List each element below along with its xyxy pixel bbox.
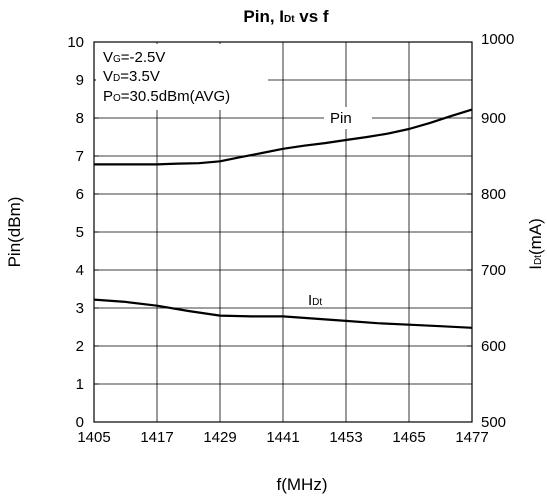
series-line-idt [93,298,473,329]
x-tick-label: 1477 [455,429,488,446]
data-series [93,108,473,329]
x-tick-label: 1441 [266,429,299,446]
x-tick-label: 1453 [329,429,362,446]
y-tick-label-left: 10 [67,34,84,51]
y-tick-label-left: 7 [76,148,84,165]
annotation-po: PO=30.5dBm(AVG) [103,88,230,105]
x-tick-label: 1405 [77,429,110,446]
y-tick-label-right: 900 [481,110,506,127]
tick-labels: 1405 1417 1429 1441 1453 1465 1477 0 1 2 3 4 5 6 7 8 9 10… [67,31,514,446]
annotation-vg: VG=-2.5V [103,49,165,66]
y-tick-label-left: 1 [76,376,84,393]
y-axis-label-right: IDt(mA) [526,218,545,270]
grid [94,41,472,423]
x-tick-label: 1417 [140,429,173,446]
x-axis-label: f(MHz) [277,475,328,494]
plot-frame [93,41,473,423]
y-tick-label-left: 5 [76,224,84,241]
series-label-background [324,107,372,129]
y-tick-label-right: 800 [481,186,506,203]
y-tick-label-left: 9 [76,72,84,89]
y-axis-label-left: Pin(dBm) [5,197,24,268]
x-tick-label: 1429 [203,429,236,446]
y-tick-label-left: 8 [76,110,84,127]
condition-annotations: VG=-2.5V VD=3.5V PO=30.5dBm(AVG) [103,49,230,105]
y-tick-label-left: 2 [76,338,84,355]
chart-title: Pin, IDt vs f [243,7,329,26]
y-tick-label-right: 700 [481,262,506,279]
x-tick-label: 1465 [392,429,425,446]
series-line-pin [94,108,473,166]
y-tick-label-left: 4 [76,262,84,279]
y-tick-label-right: 600 [481,338,506,355]
annotation-background [96,44,268,110]
y-tick-label-left: 3 [76,300,84,317]
annotation-vd: VD=3.5V [103,68,160,85]
y-tick-label-left: 6 [76,186,84,203]
series-label-idt: IDt [308,292,322,309]
y-tick-label-left: 0 [76,414,84,431]
y-tick-label-right: 1000 [481,31,514,48]
y-tick-label-right: 500 [481,414,506,431]
series-label-pin: Pin [330,110,352,127]
